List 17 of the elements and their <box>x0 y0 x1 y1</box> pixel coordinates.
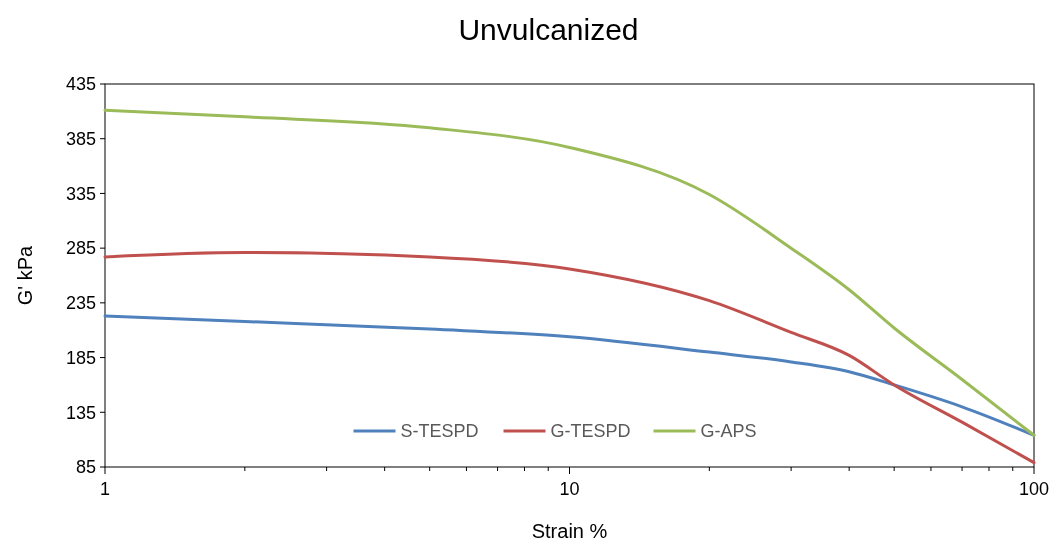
x-tick-label: 1 <box>99 479 111 499</box>
y-axis-title: G' kPa <box>14 244 36 306</box>
y-tick-label: 85 <box>75 457 96 478</box>
y-tick-label: 135 <box>65 402 96 423</box>
y-tick-label: 335 <box>65 183 96 204</box>
y-tick-label: 385 <box>65 129 96 150</box>
legend-label: S-TESPD <box>400 421 479 442</box>
legend-label: G-TESPD <box>550 421 631 442</box>
y-tick-label: 185 <box>65 347 96 368</box>
y-tick-label: 285 <box>65 238 96 259</box>
x-tick-label: 10 <box>559 479 580 499</box>
y-tick-label: 435 <box>65 74 96 95</box>
y-tick-label: 235 <box>65 293 96 314</box>
legend-label: G-APS <box>700 421 757 442</box>
x-axis-title: Strain % <box>531 520 608 542</box>
x-tick-label: 100 <box>1018 479 1050 499</box>
chart-title: Unvulcanized <box>458 13 639 46</box>
